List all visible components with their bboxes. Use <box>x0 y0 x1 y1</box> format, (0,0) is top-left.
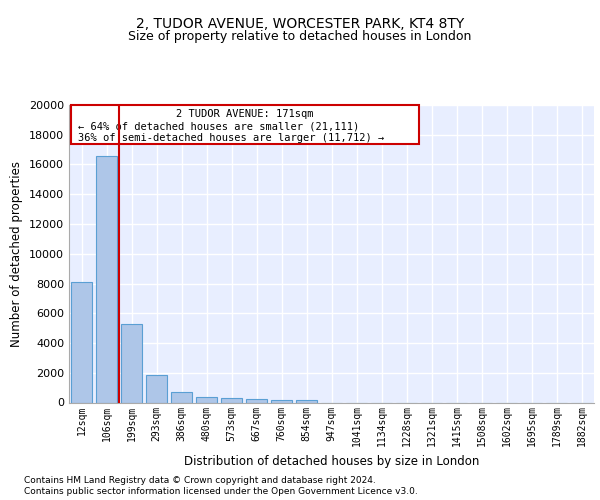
Text: 2, TUDOR AVENUE, WORCESTER PARK, KT4 8TY: 2, TUDOR AVENUE, WORCESTER PARK, KT4 8TY <box>136 18 464 32</box>
Text: Size of property relative to detached houses in London: Size of property relative to detached ho… <box>128 30 472 43</box>
FancyBboxPatch shape <box>71 105 419 144</box>
Bar <box>121 324 142 402</box>
Bar <box>146 375 167 402</box>
Bar <box>296 400 317 402</box>
Bar <box>171 392 192 402</box>
Bar <box>271 400 292 402</box>
Text: ← 64% of detached houses are smaller (21,111): ← 64% of detached houses are smaller (21… <box>79 122 360 132</box>
Text: 2 TUDOR AVENUE: 171sqm: 2 TUDOR AVENUE: 171sqm <box>176 108 314 118</box>
Text: Contains public sector information licensed under the Open Government Licence v3: Contains public sector information licen… <box>24 488 418 496</box>
Bar <box>96 156 117 402</box>
Bar <box>71 282 92 403</box>
Bar <box>221 398 242 402</box>
Text: 36% of semi-detached houses are larger (11,712) →: 36% of semi-detached houses are larger (… <box>79 133 385 143</box>
Y-axis label: Number of detached properties: Number of detached properties <box>10 161 23 347</box>
X-axis label: Distribution of detached houses by size in London: Distribution of detached houses by size … <box>184 454 479 468</box>
Bar <box>196 398 217 402</box>
Bar <box>246 399 267 402</box>
Text: Contains HM Land Registry data © Crown copyright and database right 2024.: Contains HM Land Registry data © Crown c… <box>24 476 376 485</box>
